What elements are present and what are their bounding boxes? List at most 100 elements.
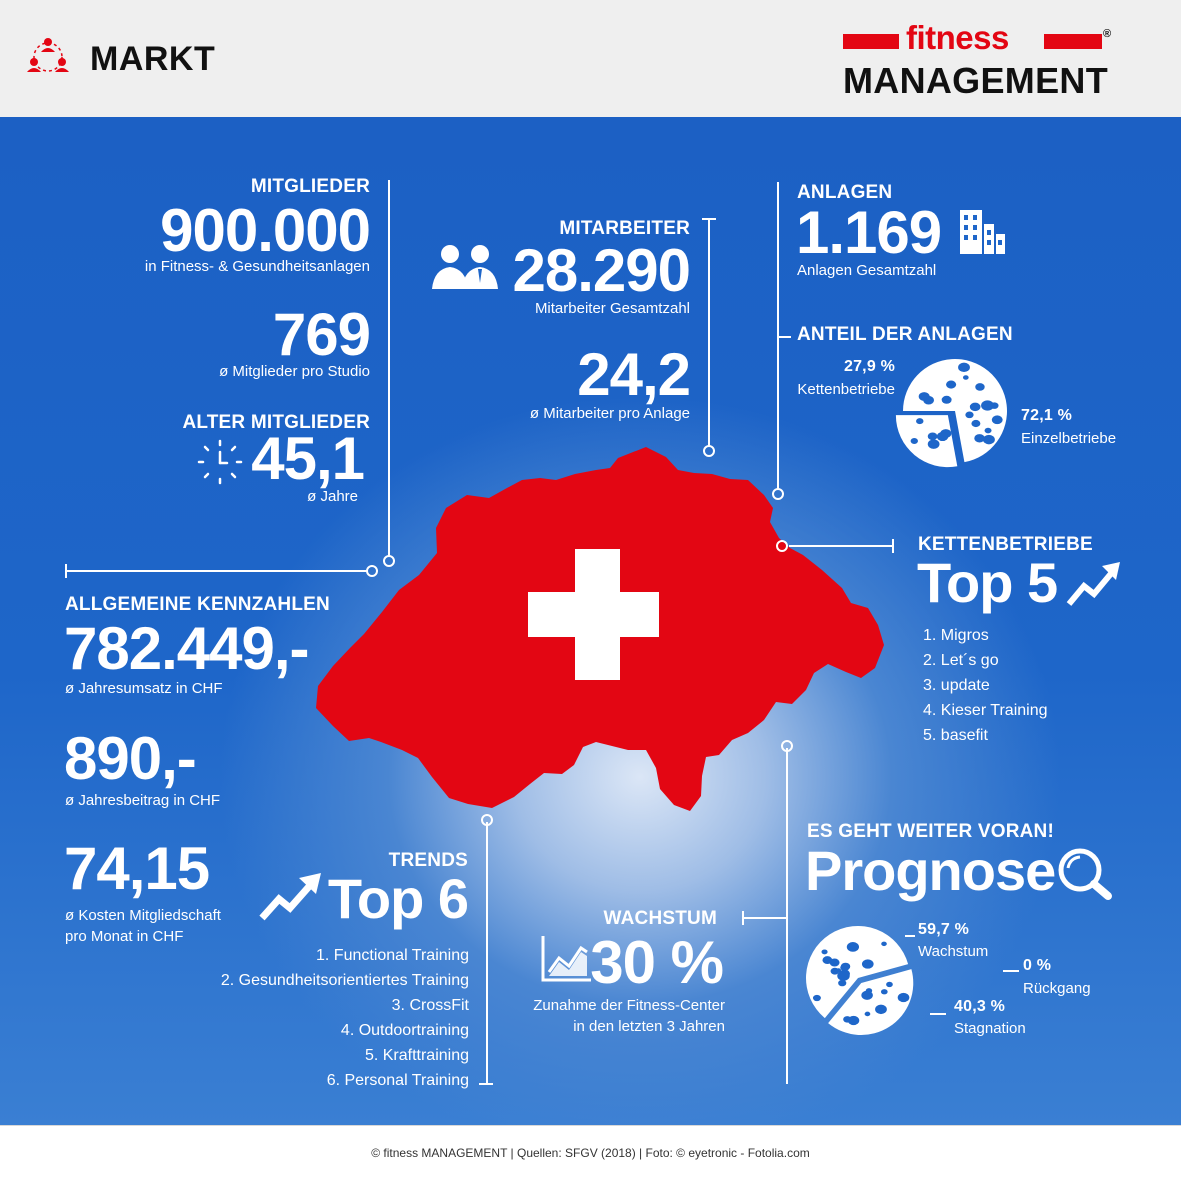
anteil-einzel-pct: 72,1 % <box>1021 407 1073 424</box>
cheese-hole <box>927 439 940 449</box>
cheese-hole <box>861 990 873 1000</box>
pie-slice-wachstum <box>806 926 909 1019</box>
wachstum-desc-line2: in den letzten 3 Jahren <box>573 1018 725 1035</box>
connector-tick <box>65 564 67 578</box>
connector-wachstum <box>742 917 786 919</box>
beitrag-desc: ø Jahresbeitrag in CHF <box>65 792 221 809</box>
cheese-hole <box>969 402 981 412</box>
anteil-label: ANTEIL DER ANLAGEN <box>797 324 1013 345</box>
cheese-hole <box>923 395 935 405</box>
people-network-icon <box>27 38 69 72</box>
prognose-connector-wachstum <box>905 935 915 937</box>
cheese-hole <box>941 395 952 404</box>
list-item: 3. CrossFit <box>391 997 469 1014</box>
cheese-hole <box>981 400 994 411</box>
members-per-studio-desc: ø Mitglieder pro Studio <box>219 363 370 380</box>
staff-icon <box>432 245 498 289</box>
cheese-hole <box>974 434 985 443</box>
alter-label: ALTER MITGLIEDER <box>182 412 370 433</box>
cheese-hole <box>975 383 985 391</box>
connector-kennzahlen <box>65 570 367 572</box>
connector-dot <box>703 445 715 457</box>
cheese-hole <box>958 362 970 373</box>
cheese-hole <box>821 949 828 955</box>
prognose-pie-chart <box>806 926 914 1036</box>
wachstum-desc-line1: Zunahme der Fitness-Center <box>533 997 725 1014</box>
prognose-wachstum-label: Wachstum <box>918 943 989 960</box>
cheese-hole <box>880 989 888 995</box>
connector-tick <box>742 911 744 925</box>
prognose-wachstum-pct: 59,7 % <box>918 921 970 938</box>
anlagen-desc: Anlagen Gesamtzahl <box>797 262 937 279</box>
list-item: 2. Let´s go <box>923 652 999 669</box>
cheese-hole <box>990 402 999 409</box>
mitglieder-value: 900.000 <box>160 197 371 264</box>
connector-dot <box>772 488 784 500</box>
prognose-label: ES GEHT WEITER VORAN! <box>807 821 1054 842</box>
mitarbeiter-label: MITARBEITER <box>559 218 690 239</box>
list-item: 2. Gesundheitsorientiertes Training <box>220 972 469 989</box>
cheese-hole <box>982 434 995 445</box>
trend-up-icon <box>1066 562 1120 606</box>
list-item: 3. update <box>923 677 990 694</box>
mitarbeiter-desc: Mitarbeiter Gesamtzahl <box>534 300 690 317</box>
cheese-hole <box>812 994 821 1002</box>
cheese-hole <box>864 1011 871 1017</box>
staff-per-facility-value: 24,2 <box>577 341 691 408</box>
prognose-stagnation-pct: 40,3 % <box>954 998 1006 1015</box>
connector-anteil <box>777 336 791 338</box>
footer-bar: © fitness MANAGEMENT | Quellen: SFGV (20… <box>0 1125 1181 1181</box>
alter-value: 45,1 <box>251 425 365 492</box>
trends-list: 1. Functional Training 2. Gesundheitsori… <box>221 943 469 1093</box>
ketten-title: Top 5 <box>917 551 1058 614</box>
cheese-hole <box>946 380 957 389</box>
cheese-hole <box>910 438 918 444</box>
list-item: 1. Functional Training <box>316 947 469 964</box>
beitrag-value: 890,- <box>64 725 197 792</box>
anteil-pie-chart <box>895 359 1007 468</box>
prognose-rueckgang-label: Rückgang <box>1023 980 1091 997</box>
mitglieder-desc: in Fitness- & Gesundheitsanlagen <box>144 258 370 275</box>
list-item: 6. Personal Training <box>326 1072 469 1089</box>
trend-up-icon <box>259 873 321 921</box>
trends-label: TRENDS <box>388 850 468 871</box>
prognose-stagnation-label: Stagnation <box>954 1020 1026 1037</box>
cheese-hole <box>897 992 910 1003</box>
anlagen-label: ANLAGEN <box>797 182 893 203</box>
logo-text-fitness: fitness <box>906 19 1009 56</box>
cheese-hole <box>962 375 969 380</box>
ketten-list: 1. Migros 2. Let´s go 3. update 4. Kiese… <box>923 623 1048 748</box>
list-item: 1. Migros <box>923 627 989 644</box>
prognose-connector-rueckgang <box>1003 970 1019 972</box>
alter-desc: ø Jahre <box>307 488 358 505</box>
cheese-hole <box>861 959 874 969</box>
wachstum-value: 30 % <box>590 929 724 996</box>
cheese-hole <box>838 979 847 987</box>
buildings-icon <box>960 210 1005 254</box>
section-title: MARKT <box>90 40 216 78</box>
cheese-hole <box>846 942 860 952</box>
cheese-hole <box>971 419 981 428</box>
footer-credits: © fitness MANAGEMENT | Quellen: SFGV (20… <box>371 1146 810 1160</box>
mitglieder-label: MITGLIEDER <box>250 176 370 197</box>
logo-registered-mark: ® <box>1103 28 1112 40</box>
list-item: 5. Krafttraining <box>364 1047 469 1064</box>
cheese-hole <box>830 967 840 975</box>
anteil-ketten-pct: 27,9 % <box>843 358 895 375</box>
cheese-hole <box>991 415 1003 425</box>
anlagen-value: 1.169 <box>796 199 942 266</box>
swiss-cross-icon <box>528 549 659 680</box>
connector-prognose <box>786 748 788 1084</box>
list-item: 5. basefit <box>923 727 988 744</box>
clock-icon <box>197 439 243 485</box>
mitarbeiter-value: 28.290 <box>512 237 691 304</box>
connector-ketten <box>789 545 893 547</box>
connector-dot <box>781 740 793 752</box>
umsatz-value: 782.449,- <box>64 615 310 682</box>
anteil-einzel-label: Einzelbetriebe <box>1021 430 1117 447</box>
anteil-ketten-label: Kettenbetriebe <box>797 381 895 398</box>
wachstum-label: WACHSTUM <box>603 908 717 929</box>
cheese-hole <box>965 411 974 419</box>
kosten-value: 74,15 <box>64 835 210 902</box>
